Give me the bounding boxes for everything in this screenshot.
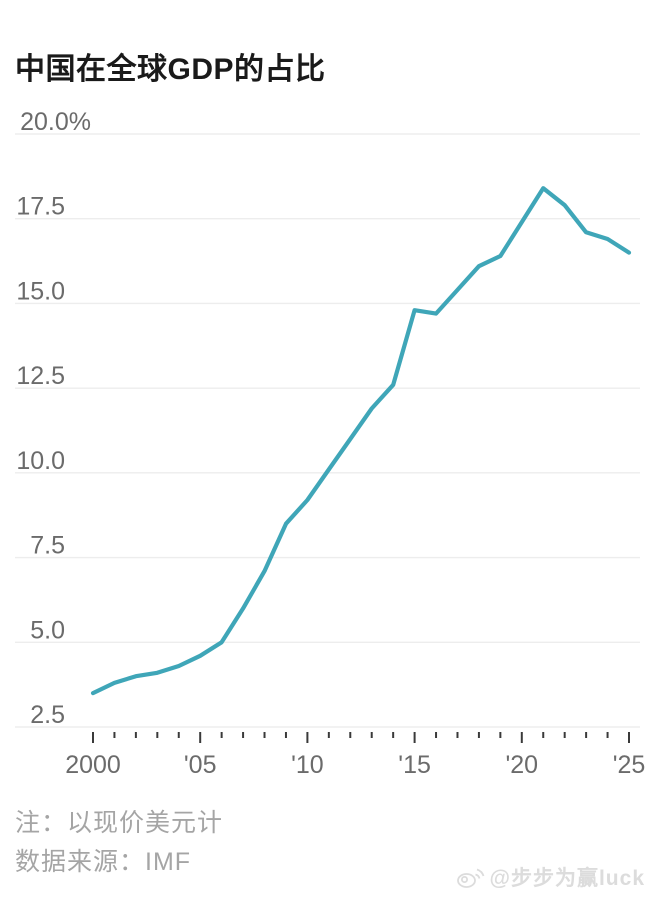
y-tick-label: 12.5 [16,362,65,390]
x-tick-label: '05 [184,751,217,779]
chart-source: 数据来源：IMF [15,848,192,876]
y-tick-label: 2.5 [30,701,65,729]
x-tick-label: '25 [613,751,646,779]
y-tick-label: 7.5 [30,532,65,560]
page-title: 中国在全球GDP的占比 [15,53,326,86]
gdp-share-line [90,186,632,696]
x-tick-label: '10 [291,751,324,779]
y-tick-label: 20.0% [20,108,91,136]
watermark: @步步为赢luck [455,860,646,894]
weibo-icon [455,864,485,890]
y-tick-label: 15.0 [16,277,65,305]
x-tick-label: '15 [398,751,431,779]
x-tick-label: 2000 [65,751,121,779]
watermark-handle: @步步为赢luck [489,867,645,890]
y-tick-label: 10.0 [16,447,65,475]
y-tick-label: 5.0 [30,616,65,644]
y-tick-label: 17.5 [16,193,65,221]
chart-footnote: 注：以现价美元计 [15,809,224,837]
x-tick-label: '20 [506,751,539,779]
